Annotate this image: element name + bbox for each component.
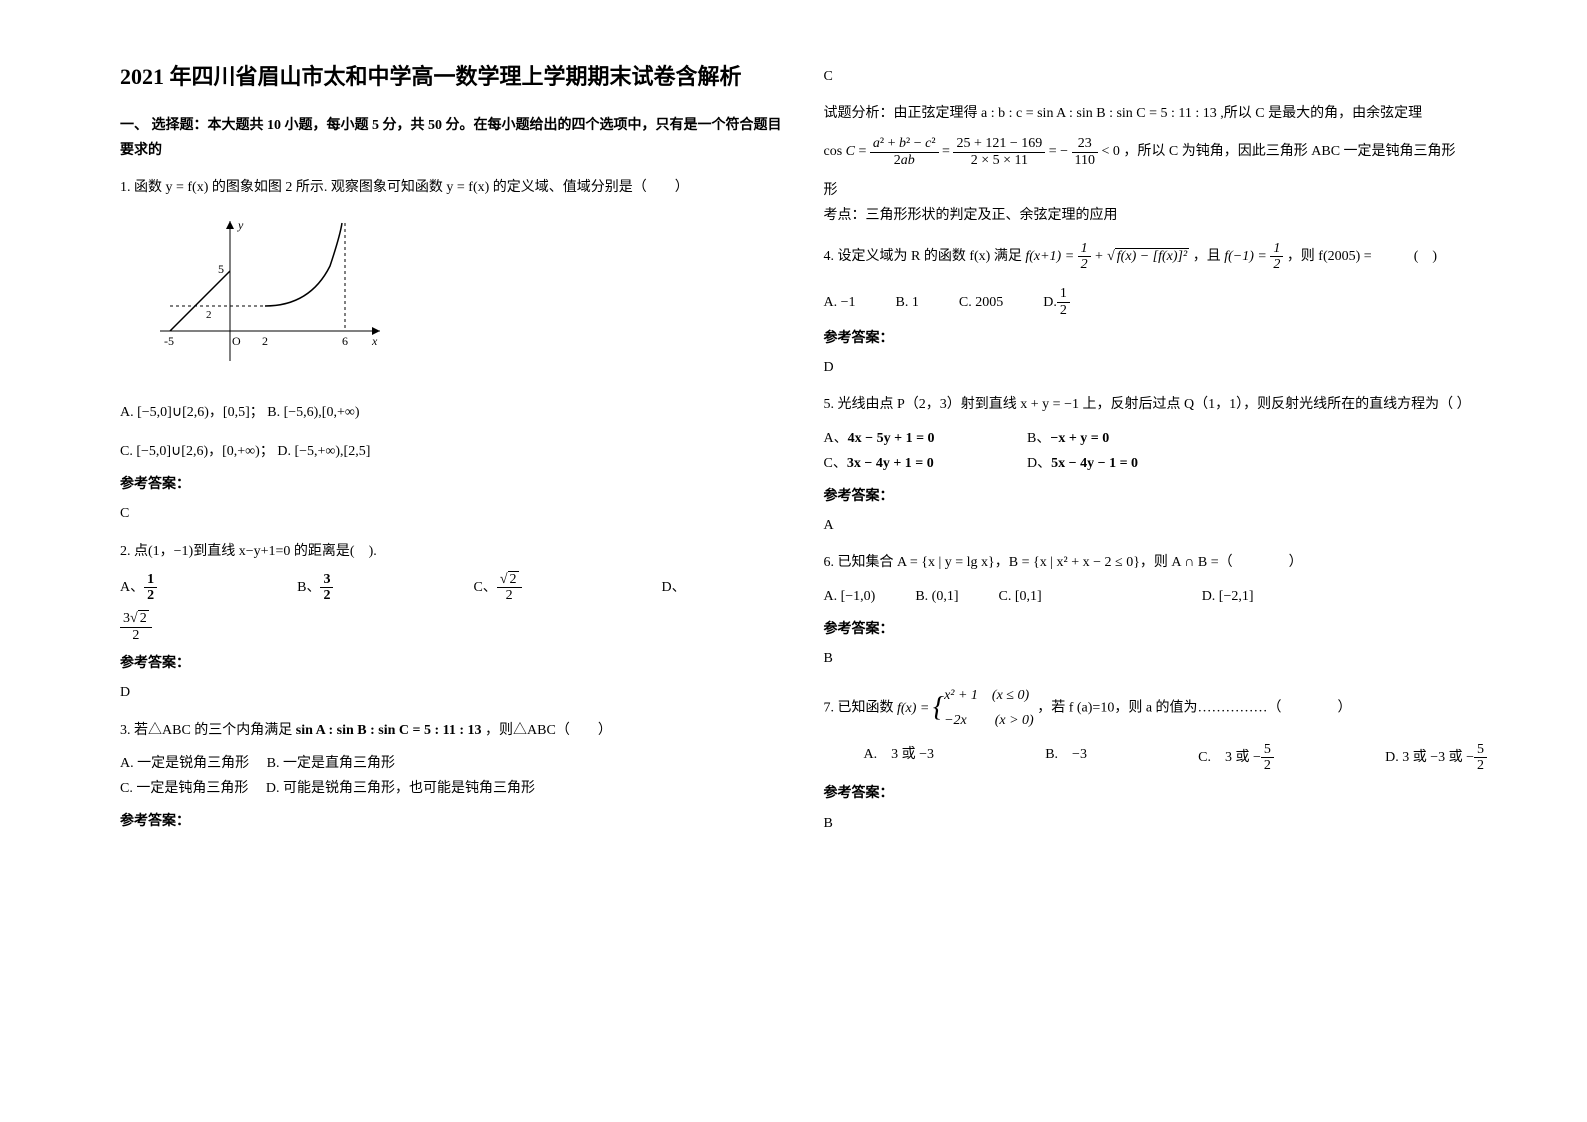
- dash-2-label: 2: [206, 309, 212, 321]
- tick-5y: 5: [218, 262, 224, 276]
- question-3: 3. 若△ABC 的三个内角满足 sin A : sin B : sin C =…: [120, 718, 784, 743]
- q6-optB: B. (0,1]: [915, 584, 958, 609]
- q3-stem-formula: sin A : sin B : sin C = 5 : 11 : 13: [296, 723, 482, 738]
- tick-6: 6: [342, 334, 348, 348]
- function-graph-svg: 5 2 -5 O 2 6 x y: [150, 211, 390, 371]
- section-1-header: 一、 选择题：本大题共 10 小题，每小题 5 分，共 50 分。在每小题给出的…: [120, 113, 784, 163]
- y-label: y: [237, 218, 244, 232]
- question-4: 4. 设定义域为 R 的函数 f(x) 满足 f(x+1) = 12 + √f(…: [824, 241, 1488, 273]
- question-1: 1. 函数 y = f(x) 的图象如图 2 所示. 观察图象可知函数 y = …: [120, 175, 784, 200]
- question-5: 5. 光线由点 P（2，3）射到直线 x + y = −1 上，反射后过点 Q（…: [824, 392, 1488, 417]
- q7-optB: B. −3: [1045, 742, 1087, 774]
- q2-stem: 2. 点(1，−1)到直线 x−y+1=0 的距离是( ).: [120, 544, 377, 559]
- q4-formula1: f(x+1) = 12 + √f(x) − [f(x)]²: [1025, 249, 1192, 264]
- q3-options-row2: C. 一定是钝角三角形 D. 可能是锐角三角形，也可能是钝角三角形: [120, 776, 784, 801]
- q5-answer: A: [824, 513, 1488, 538]
- question-2: 2. 点(1，−1)到直线 x−y+1=0 的距离是( ).: [120, 539, 784, 564]
- q3-optD: D. 可能是锐角三角形，也可能是钝角三角形: [266, 781, 535, 796]
- q1-optD: D. [−5,+∞),[2,5]: [277, 444, 370, 459]
- q4-options: A. −1 B. 1 C. 2005 D. 12: [824, 286, 1488, 318]
- tick-origin: O: [232, 334, 241, 348]
- q4-stem-mid: ，且: [1193, 249, 1225, 264]
- q7-stem-suffix: ，若 f (a)=10，则 a 的值为……………（ ）: [1037, 701, 1351, 716]
- q7-answer-label: 参考答案：: [824, 781, 1488, 806]
- q4-optD: D. 12: [1043, 286, 1070, 318]
- x-label: x: [371, 334, 378, 348]
- q1-optB: B. [−5,6),[0,+∞): [267, 405, 359, 420]
- q6-optD: D. [−2,1]: [1202, 584, 1254, 609]
- q1-optA: A. [−5,0]∪[2,6)，[0,5]；: [120, 405, 264, 420]
- q6-answer: B: [824, 646, 1488, 671]
- q2-options: A、12 B、32 C、√22 D、: [120, 572, 784, 604]
- q4-optA: A. −1: [824, 286, 856, 318]
- q2-optB: B、32: [297, 572, 333, 604]
- q3-answer: C: [824, 64, 1488, 89]
- q7-options: A. 3 或 −3 B. −3 C. 3 或 −52 D. 3 或 −3 或 −…: [864, 742, 1488, 774]
- exam-page: 2021 年四川省眉山市太和中学高一数学理上学期期末试卷含解析 一、 选择题：本…: [0, 0, 1587, 1122]
- q1-answer-label: 参考答案：: [120, 472, 784, 497]
- q4-stem-prefix: 4. 设定义域为 R 的函数 f(x) 满足: [824, 249, 1026, 264]
- graph-segment-left: [170, 271, 230, 331]
- q1-answer: C: [120, 501, 784, 526]
- q2-answer: D: [120, 680, 784, 705]
- q4-optB: B. 1: [896, 286, 919, 318]
- q6-answer-label: 参考答案：: [824, 617, 1488, 642]
- q7-optC: C. 3 或 −52: [1198, 742, 1274, 774]
- q5-answer-label: 参考答案：: [824, 484, 1488, 509]
- q5-options-row2: C、3x − 4y + 1 = 0 D、5x − 4y − 1 = 0: [824, 451, 1488, 476]
- q3-analysis-line1: 试题分析：由正弦定理得 a : b : c = sin A : sin B : …: [824, 101, 1488, 126]
- q4-answer: D: [824, 355, 1488, 380]
- tick-2: 2: [262, 334, 268, 348]
- q4-formula2: f(−1) = 12: [1224, 249, 1287, 264]
- q3-optC: C. 一定是钝角三角形: [120, 781, 248, 796]
- q3-point: 考点：三角形形状的判定及正、余弦定理的应用: [824, 203, 1488, 228]
- q2-optA: A、12: [120, 572, 157, 604]
- q5-optC: C、3x − 4y + 1 = 0: [824, 451, 1024, 476]
- q3-analysis-prefix: 试题分析：由正弦定理得 a : b : c = sin A : sin B : …: [824, 106, 1423, 121]
- q3-stem-suffix: ，则△ABC（ ）: [485, 723, 612, 738]
- q7-stem-prefix: 7. 已知函数: [824, 701, 898, 716]
- q4-stem-suffix: ，则 f(2005) = ( ): [1287, 249, 1437, 264]
- q6-stem: 6. 已知集合 A = {x | y = lg x}，B = {x | x² +…: [824, 555, 1303, 570]
- exam-title: 2021 年四川省眉山市太和中学高一数学理上学期期末试卷含解析: [120, 60, 784, 93]
- q1-options-row2: C. [−5,0]∪[2,6)，[0,+∞)； D. [−5,+∞),[2,5]: [120, 439, 784, 464]
- q3-cos-formula: cos C = a² + b² − c²2ab = 25 + 121 − 169…: [824, 136, 1488, 168]
- q6-optA: A. [−1,0): [824, 584, 876, 609]
- right-column: C 试题分析：由正弦定理得 a : b : c = sin A : sin B …: [804, 60, 1508, 1082]
- q4-optC: C. 2005: [959, 286, 1003, 318]
- q5-optA: A、4x − 5y + 1 = 0: [824, 426, 1024, 451]
- q3-options-row1: A. 一定是锐角三角形 B. 一定是直角三角形: [120, 751, 784, 776]
- q1-graph: 5 2 -5 O 2 6 x y: [150, 211, 784, 380]
- tick-neg5: -5: [164, 334, 174, 348]
- q5-optB: B、−x + y = 0: [1027, 431, 1109, 446]
- q3-analysis-suffix: ，所以 C 为钝角，因此三角形 ABC 一定是钝角三角形: [1123, 144, 1455, 159]
- q3-shape-word: 形: [824, 178, 1488, 203]
- question-6: 6. 已知集合 A = {x | y = lg x}，B = {x | x² +…: [824, 550, 1488, 575]
- q1-optC: C. [−5,0]∪[2,6)，[0,+∞)；: [120, 444, 274, 459]
- left-column: 2021 年四川省眉山市太和中学高一数学理上学期期末试卷含解析 一、 选择题：本…: [100, 60, 804, 1082]
- q3-stem-prefix: 3. 若△ABC 的三个内角满足: [120, 723, 296, 738]
- q6-options: A. [−1,0) B. (0,1] C. [0,1] D. [−2,1]: [824, 584, 1488, 609]
- q5-options-row1: A、4x − 5y + 1 = 0 B、−x + y = 0: [824, 426, 1488, 451]
- q1-stem: 1. 函数 y = f(x) 的图象如图 2 所示. 观察图象可知函数 y = …: [120, 180, 689, 195]
- q3-answer-label: 参考答案：: [120, 809, 784, 834]
- q2-optC: C、√22: [473, 572, 521, 604]
- q1-options-row1: A. [−5,0]∪[2,6)，[0,5]； B. [−5,6),[0,+∞): [120, 400, 784, 425]
- q3-optB: B. 一定是直角三角形: [267, 756, 395, 771]
- q6-optC: C. [0,1]: [999, 584, 1042, 609]
- q2-answer-label: 参考答案：: [120, 651, 784, 676]
- q5-optD: D、5x − 4y − 1 = 0: [1027, 456, 1138, 471]
- q7-answer: B: [824, 811, 1488, 836]
- q2-optD-value: 3√22: [120, 611, 784, 643]
- q7-optD: D. 3 或 −3 或 −52: [1385, 742, 1487, 774]
- question-7: 7. 已知函数 f(x) = { x² + 1 (x ≤ 0) −2x (x >…: [824, 683, 1488, 733]
- q4-answer-label: 参考答案：: [824, 326, 1488, 351]
- q2-optD-label: D、: [662, 572, 686, 604]
- y-axis-arrow: [226, 221, 234, 229]
- graph-curve-right: [265, 223, 342, 306]
- q3-optA: A. 一定是锐角三角形: [120, 756, 249, 771]
- q7-piecewise: f(x) = { x² + 1 (x ≤ 0) −2x (x > 0): [897, 701, 1037, 716]
- q5-stem: 5. 光线由点 P（2，3）射到直线 x + y = −1 上，反射后过点 Q（…: [824, 397, 1471, 412]
- q7-optA: A. 3 或 −3: [864, 742, 935, 774]
